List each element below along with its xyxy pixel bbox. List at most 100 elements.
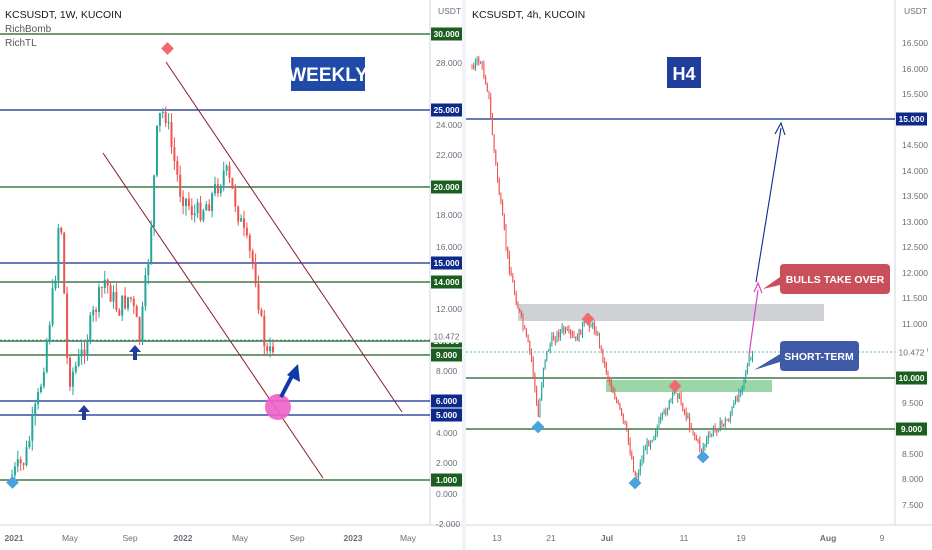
level-label: 9.000	[436, 350, 458, 360]
candle-body	[508, 254, 510, 272]
candle-body	[704, 444, 706, 447]
candle-body	[721, 421, 723, 425]
candle-body	[515, 293, 517, 305]
candle-body	[646, 441, 648, 450]
candle-body	[474, 61, 476, 69]
candle-body	[42, 372, 45, 387]
weekly-chart-canvas[interactable]: USDT 28.000 24.000 22.000 18.000 16.000 12.000…	[0, 0, 462, 550]
bulls-take-over-text: BULLS TAKE OVER	[786, 274, 885, 286]
candle-body	[648, 441, 650, 447]
long-term-arrow-head	[774, 121, 786, 136]
level-tag	[431, 275, 462, 289]
candle-body	[121, 295, 124, 316]
price-tick-label: 11.000	[902, 319, 928, 329]
candle-body	[578, 329, 580, 341]
candle-body	[609, 377, 611, 382]
candle-body	[660, 417, 662, 421]
candle-body	[706, 439, 708, 445]
price-tick-label: 14.500	[902, 140, 928, 150]
candle-body	[593, 323, 595, 331]
candle-body	[600, 346, 602, 349]
candle-body	[13, 466, 16, 476]
candle-body	[138, 317, 141, 341]
panel-divider[interactable]	[462, 0, 466, 550]
candle-body	[497, 163, 498, 180]
candle-body	[519, 308, 521, 312]
h4-chart-canvas[interactable]: USDT 16.500 16.000 15.500 14.500 14.000 13.500…	[466, 0, 932, 550]
candle-body	[566, 328, 568, 331]
candle-body	[478, 58, 480, 63]
candle-body	[678, 394, 680, 399]
candle-body	[558, 332, 560, 337]
price-tick-label: 7.500	[902, 500, 924, 510]
candle-body	[634, 471, 636, 476]
indicator-label[interactable]: RichBomb	[5, 24, 52, 35]
current-price-label: 10.472	[434, 332, 460, 342]
chart-symbol-header: KCSUSDT, 1W, KUCOIN	[5, 9, 122, 21]
time-tick-label: May	[232, 533, 249, 543]
channel-lower-line[interactable]	[102, 152, 324, 479]
support-confluence-circle	[265, 394, 291, 420]
candle-body	[741, 385, 743, 392]
candle-body	[248, 235, 251, 251]
candle-body	[182, 196, 185, 206]
candle-body	[473, 65, 475, 69]
candle-body	[219, 185, 222, 194]
candle-body	[54, 280, 57, 289]
candle-body	[225, 165, 228, 171]
candle-body	[485, 76, 487, 85]
candle-body	[673, 392, 675, 394]
candle-body	[34, 404, 37, 417]
candle-body	[127, 297, 129, 309]
h4-chart-panel[interactable]: USDT 16.500 16.000 15.500 14.500 14.000 13.500…	[466, 0, 932, 550]
candle-body	[605, 362, 607, 374]
candle-body	[187, 198, 190, 207]
candle-body	[746, 365, 748, 374]
price-tick-label: 13.000	[902, 217, 928, 227]
candle-body	[621, 409, 623, 414]
candle-body	[514, 282, 515, 294]
resistance-zone[interactable]	[518, 304, 824, 321]
candle-body	[554, 340, 556, 342]
candle-body	[697, 440, 699, 442]
candle-body	[150, 226, 153, 263]
h4-label-text: H4	[672, 64, 695, 84]
time-tick-label: Sep	[122, 533, 137, 543]
candle-body	[193, 213, 196, 216]
level-label: 20.000	[434, 182, 460, 192]
indicator-label[interactable]: RichTL	[5, 38, 37, 49]
candle-body	[541, 385, 543, 400]
candle-body	[536, 388, 538, 404]
price-tick-label: 8.000	[436, 366, 458, 376]
candle-body	[668, 400, 670, 410]
candle-body	[132, 298, 135, 307]
level-tag	[431, 473, 462, 487]
candle-body	[60, 227, 63, 233]
support-zone[interactable]	[606, 380, 772, 392]
candle-body	[745, 373, 747, 379]
candle-body	[685, 411, 687, 418]
candle-body	[216, 184, 219, 194]
candle-body	[495, 150, 497, 164]
level-tag	[896, 422, 927, 436]
weekly-chart-panel[interactable]: USDT 28.000 24.000 22.000 18.000 16.000 12.000…	[0, 0, 462, 550]
candle-body	[260, 309, 263, 316]
candle-body	[100, 287, 103, 289]
candle-body	[699, 440, 701, 450]
candle-body	[616, 398, 617, 402]
candle-body	[503, 215, 505, 229]
level-tag	[431, 394, 462, 408]
level-tag	[431, 103, 462, 117]
candle-body	[583, 320, 585, 325]
buy-signal-arrow	[129, 345, 141, 360]
candle-body	[582, 324, 583, 335]
level-label: 14.000	[434, 277, 460, 287]
price-tick-label: 15.500	[902, 89, 928, 99]
level-tag	[896, 112, 927, 126]
channel-upper-line[interactable]	[165, 61, 403, 413]
candle-body	[752, 355, 753, 358]
candle-body	[680, 394, 682, 404]
level-label: 25.000	[434, 105, 460, 115]
weekly-label-text: WEEKLY	[288, 65, 368, 86]
current-price-label: 10.472	[899, 348, 925, 358]
